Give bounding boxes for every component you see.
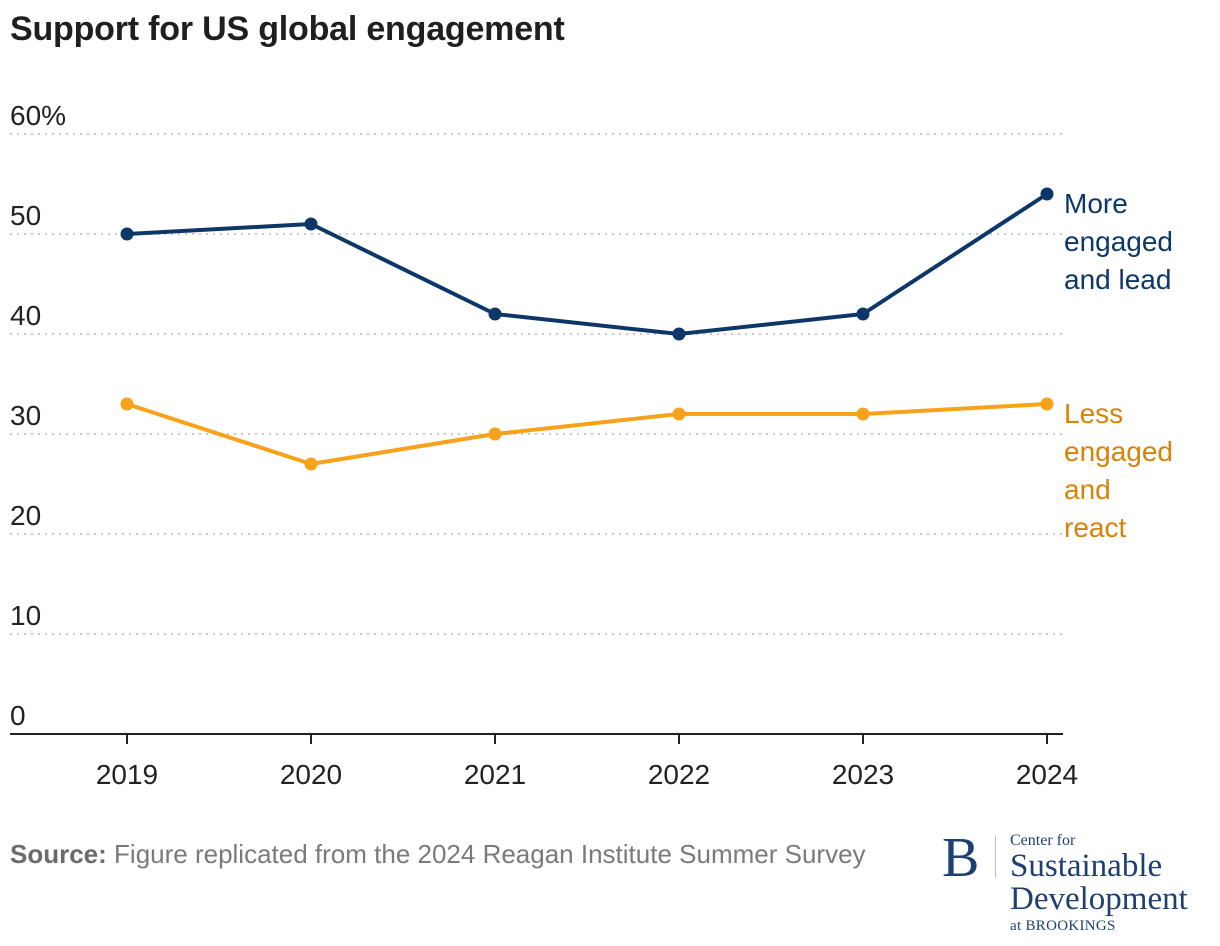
data-point (672, 327, 686, 341)
logo-sustainable: Sustainable (1010, 848, 1163, 884)
data-point (304, 217, 318, 231)
logo-letter: B (942, 827, 980, 889)
source-note: Source: Figure replicated from the 2024 … (10, 836, 870, 873)
chart-title: Support for US global engagement (10, 10, 565, 48)
series-label: and (1064, 474, 1111, 505)
series-labels: More engaged and lead Less engaged and react (1064, 188, 1173, 543)
data-point (120, 397, 134, 411)
grid-lines (10, 133, 1063, 635)
data-point (304, 457, 318, 471)
data-point (120, 227, 134, 241)
series-label: react (1064, 512, 1126, 543)
logo-divider (995, 836, 996, 878)
logo-center-for: Center for (1010, 832, 1076, 849)
series-label: Less (1064, 398, 1123, 429)
y-axis: 0 10 20 30 40 50 60% (10, 100, 66, 731)
x-axis: 2019 2020 2021 2022 2023 2024 (10, 733, 1078, 790)
logo-development: Development (1010, 881, 1188, 917)
x-tick-label: 2020 (280, 759, 342, 790)
data-point (1040, 397, 1054, 411)
data-point (488, 427, 502, 441)
data-point (672, 407, 686, 421)
data-point (488, 307, 502, 321)
series-label: More (1064, 188, 1128, 219)
y-tick-label: 10 (10, 600, 41, 631)
y-tick-label: 30 (10, 400, 41, 431)
x-tick-label: 2023 (832, 759, 894, 790)
source-text: Figure replicated from the 2024 Reagan I… (106, 839, 866, 869)
x-tick-label: 2022 (648, 759, 710, 790)
y-tick-label: 40 (10, 300, 41, 331)
y-tick-label: 50 (10, 200, 41, 231)
series-label: engaged (1064, 226, 1173, 257)
data-point (856, 407, 870, 421)
series-line (125, 402, 1049, 466)
series-label: and lead (1064, 264, 1171, 295)
series-line (125, 192, 1049, 336)
brookings-logo: B Center for Sustainable Development at … (940, 830, 1215, 940)
series-label: engaged (1064, 436, 1173, 467)
x-tick-label: 2019 (96, 759, 158, 790)
data-point (856, 307, 870, 321)
y-tick-label: 20 (10, 500, 41, 531)
series-group (120, 187, 1054, 471)
logo-at-brookings: at BROOKINGS (1010, 918, 1116, 934)
y-tick-label: 60% (10, 100, 66, 131)
y-tick-label: 0 (10, 700, 26, 731)
x-tick-label: 2021 (464, 759, 526, 790)
source-label: Source: (10, 839, 107, 869)
x-tick-label: 2024 (1016, 759, 1078, 790)
data-point (1040, 187, 1054, 201)
